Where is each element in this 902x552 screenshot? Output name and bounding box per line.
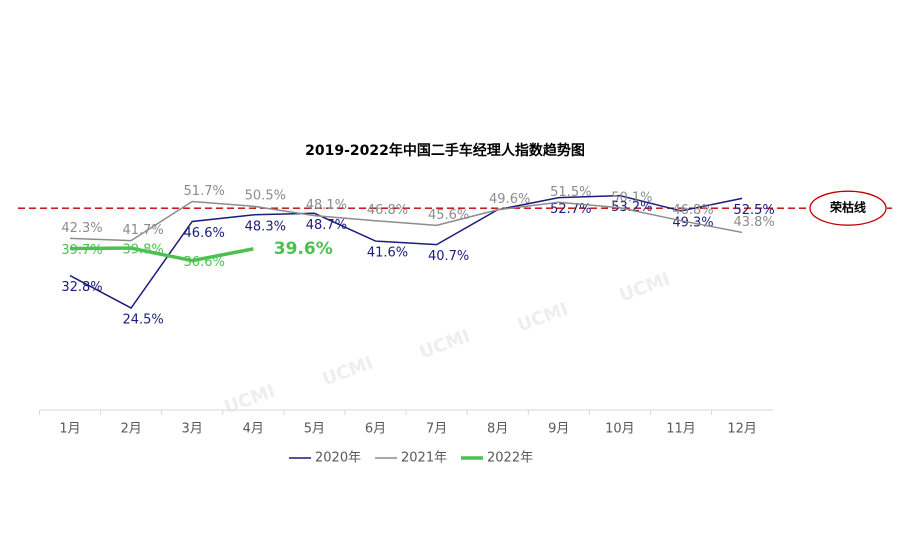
data-label: 39.8% bbox=[122, 243, 163, 258]
watermark: UCMI bbox=[617, 269, 673, 307]
data-label: 52.7% bbox=[550, 202, 591, 217]
data-label: 50.1% bbox=[611, 190, 652, 205]
data-label: 51.5% bbox=[550, 185, 591, 200]
data-label: 36.6% bbox=[184, 255, 225, 270]
watermark: UCMI bbox=[222, 381, 278, 419]
series-line bbox=[69, 200, 743, 242]
x-tick-label: 5月 bbox=[304, 422, 325, 437]
x-tick-label: 12月 bbox=[727, 422, 757, 437]
data-label: 24.5% bbox=[122, 313, 163, 328]
series-line bbox=[69, 246, 254, 263]
watermark: UCMI bbox=[515, 299, 571, 337]
chart-title: 2019-2022年中国二手车经理人指数趋势图 bbox=[305, 142, 585, 159]
data-label: 46.8% bbox=[672, 203, 713, 218]
data-label: 39.7% bbox=[61, 243, 102, 258]
data-label: 41.6% bbox=[367, 246, 408, 261]
data-label: 49.6% bbox=[489, 192, 530, 207]
series-line bbox=[69, 194, 743, 310]
x-tick-label: 4月 bbox=[243, 422, 264, 437]
watermark: UCMI bbox=[320, 353, 376, 391]
data-label: 42.3% bbox=[61, 221, 102, 236]
data-label: 51.7% bbox=[184, 184, 225, 199]
x-tick-label: 9月 bbox=[548, 422, 569, 437]
data-label: 53.2% bbox=[611, 200, 652, 215]
data-label: 46.8% bbox=[367, 203, 408, 218]
reference-badge bbox=[809, 190, 887, 226]
data-label: 45.6% bbox=[428, 208, 469, 223]
data-label: 46.6% bbox=[184, 226, 225, 241]
data-label: 43.8% bbox=[733, 215, 774, 230]
data-label: 41.7% bbox=[122, 223, 163, 238]
x-tick-label: 10月 bbox=[605, 422, 635, 437]
data-label: 48.1% bbox=[306, 198, 347, 213]
watermark: UCMI bbox=[417, 326, 473, 364]
data-label: 50.5% bbox=[245, 189, 286, 204]
reference-label: 荣枯线 bbox=[829, 200, 866, 215]
x-tick-label: 8月 bbox=[487, 422, 508, 437]
x-tick-label: 11月 bbox=[666, 422, 696, 437]
data-label: 48.7% bbox=[306, 218, 347, 233]
x-tick-label: 6月 bbox=[365, 422, 386, 437]
legend-label: 2020年 bbox=[315, 451, 361, 466]
data-label: 40.7% bbox=[428, 249, 469, 264]
data-label: 39.6% bbox=[274, 239, 333, 259]
legend-label: 2021年 bbox=[401, 451, 447, 466]
data-label: 52.5% bbox=[733, 203, 774, 218]
x-tick-label: 1月 bbox=[59, 422, 80, 437]
legend-label: 2022年 bbox=[487, 451, 533, 466]
data-label: 48.3% bbox=[245, 219, 286, 234]
x-tick-label: 3月 bbox=[182, 422, 203, 437]
x-tick-label: 2月 bbox=[120, 422, 141, 437]
x-tick-label: 7月 bbox=[426, 422, 447, 437]
data-label: 32.8% bbox=[61, 280, 102, 295]
